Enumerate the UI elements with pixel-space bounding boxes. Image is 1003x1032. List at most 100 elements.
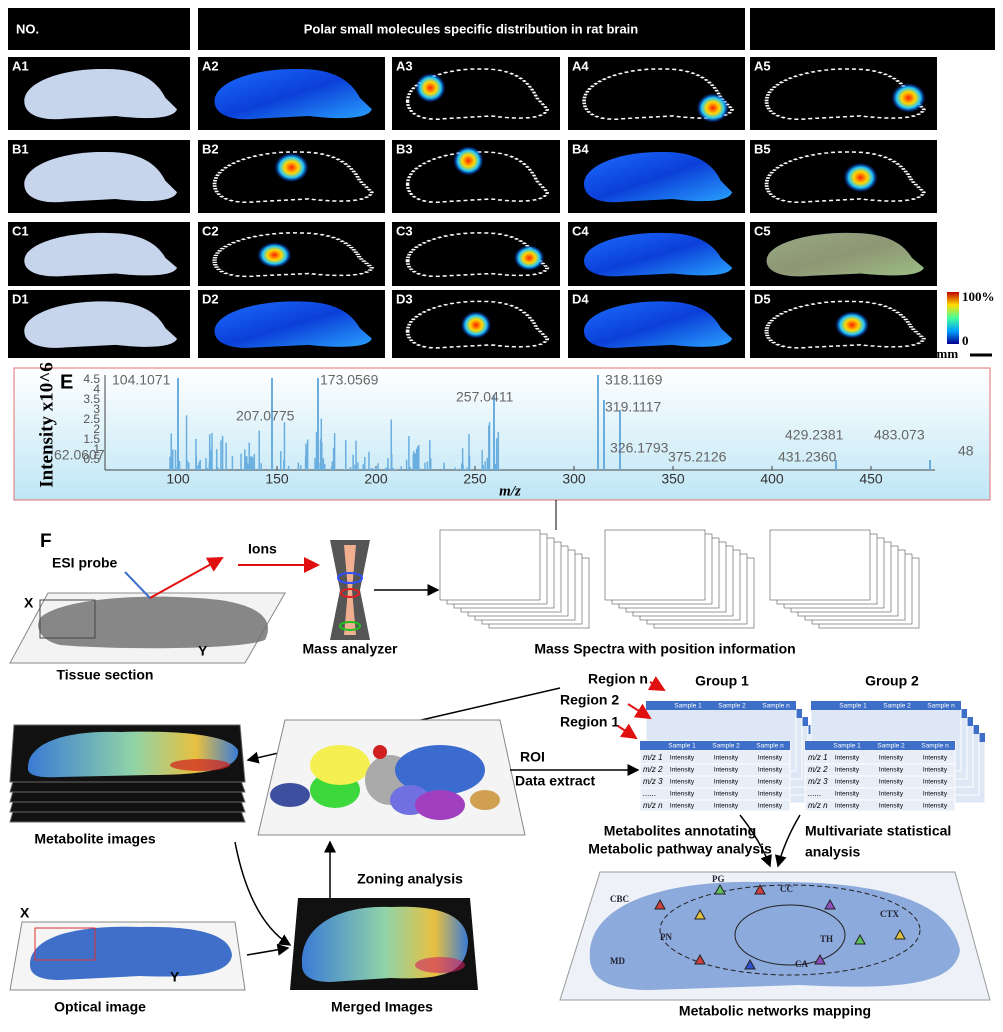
cell-label: C3 [396, 223, 413, 238]
row-label: m/z 1 [808, 753, 828, 762]
hotspot [415, 73, 446, 103]
x-tick-label: 350 [661, 471, 685, 487]
region-label: TH [820, 934, 833, 944]
y-tick-label: 2 [93, 422, 100, 436]
axis-x: X [20, 905, 30, 921]
header-box [198, 8, 745, 50]
label: Tissue section [56, 667, 153, 683]
table-header-cell: Sample n [927, 703, 955, 710]
table-header-cell: Sample 2 [883, 703, 911, 710]
hotspot [460, 311, 492, 339]
header-box [8, 8, 190, 50]
node [694, 953, 706, 965]
ion-image [766, 232, 924, 277]
region-label: PG [712, 874, 725, 884]
peak-label: 318.1169 [605, 372, 663, 388]
row-label: m/z 2 [808, 765, 828, 774]
spectrum-sheet [604, 529, 706, 601]
table-cell: Intensity [923, 791, 948, 798]
group: Group 2 [865, 673, 919, 689]
table-cell: Intensity [923, 767, 948, 774]
region-label: CBC [610, 894, 629, 904]
panel-label: E [60, 371, 73, 393]
y-tick-label: 3 [93, 402, 100, 416]
axis-y: Y [170, 969, 180, 985]
spectra-stacks [439, 529, 920, 629]
table-cell: Intensity [670, 791, 695, 798]
data-tables: Sample 1 Sample 2 Sample n Sample 1 Sample 2… [639, 700, 986, 813]
table-cell: Intensity [714, 791, 739, 798]
probe [124, 571, 151, 599]
ring [340, 588, 360, 598]
table-header-cell: Sample n [756, 743, 784, 750]
spectrum-sheet [439, 529, 541, 601]
ion-image [584, 151, 733, 203]
axis-y: Y [198, 643, 208, 659]
outline [212, 151, 374, 203]
optical-brain [30, 926, 232, 980]
header-title: Polar small molecules specific distribut… [304, 21, 639, 36]
table-cell: Intensity [879, 791, 904, 798]
cell-label: B3 [396, 141, 413, 156]
table-cell: Intensity [670, 803, 695, 810]
cell-label: D3 [396, 291, 413, 306]
tissue [24, 301, 178, 348]
roi-box [34, 927, 96, 961]
table-header-cell: Sample 1 [674, 703, 702, 710]
hotspot [453, 146, 484, 176]
label: Mass analyzer [303, 641, 398, 657]
cell-label: B1 [12, 141, 29, 156]
spectrum-sheet [769, 529, 871, 601]
table-cell: Intensity [758, 767, 783, 774]
cell-label: C4 [572, 223, 589, 238]
tissue [24, 151, 178, 203]
label: Data extract [515, 773, 595, 789]
hotspot [891, 83, 926, 113]
table-cell: Intensity [879, 767, 904, 774]
tissue [24, 68, 178, 120]
row-label: ...... [808, 789, 821, 798]
table-cell: Intensity [670, 779, 695, 786]
row-label: m/z n [808, 801, 828, 810]
header-box [750, 8, 995, 50]
tissue [24, 232, 178, 277]
path-loop [734, 904, 846, 966]
y-tick-label: 0.5 [83, 452, 100, 466]
table-header-cell: Sample 2 [877, 743, 905, 750]
label: analysis [805, 844, 860, 860]
table-cell: Intensity [879, 779, 904, 786]
outline [405, 151, 550, 203]
table-header-cell: Sample 1 [668, 743, 696, 750]
peak-label: 375.2126 [668, 449, 727, 465]
node [854, 933, 866, 945]
region-label: CC [780, 884, 793, 894]
hotspot [696, 93, 729, 123]
hotspot [257, 242, 292, 268]
label: Ions [248, 541, 277, 557]
peak-label: 257.0411 [456, 389, 514, 405]
label: ESI probe [52, 555, 118, 571]
x-tick-label: 300 [562, 471, 586, 487]
table-header-cell: Sample 2 [718, 703, 746, 710]
table-cell: Intensity [758, 791, 783, 798]
label: Metabolic pathway analysis [588, 841, 772, 857]
table-header [805, 741, 955, 750]
region-label: MD [610, 956, 625, 966]
tissue [38, 596, 269, 649]
table-cell: Intensity [835, 755, 860, 762]
label: Zoning analysis [357, 871, 463, 887]
label: Mass Spectra with position information [534, 641, 795, 657]
row-label: ...... [643, 789, 656, 798]
region-map [270, 745, 500, 820]
colorbar-max: 100% [962, 289, 995, 304]
peak-label: 62.0607 [54, 447, 105, 463]
table-header-cell: Sample n [921, 743, 949, 750]
table-cell: Intensity [835, 803, 860, 810]
y-tick-label: 3.5 [83, 392, 100, 406]
outline [405, 300, 550, 349]
cell-label: D1 [12, 291, 29, 306]
table-cell: Intensity [923, 803, 948, 810]
network-brain [589, 881, 960, 990]
